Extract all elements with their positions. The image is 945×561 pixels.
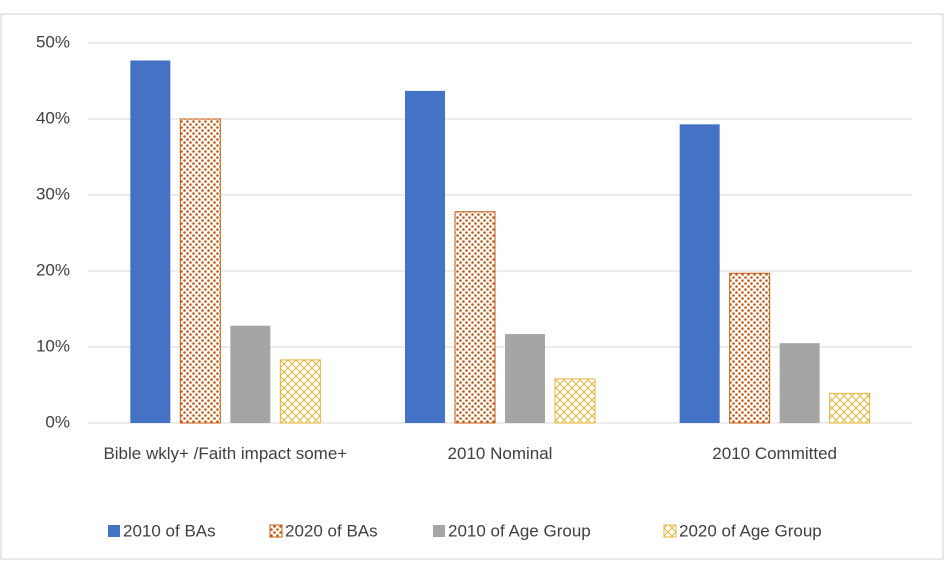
bar [779, 343, 820, 423]
bar [829, 392, 871, 424]
bar [279, 359, 321, 424]
legend-label: 2010 of Age Group [448, 521, 591, 540]
legend-swatch [269, 524, 283, 538]
x-tick-label: 2010 Committed [712, 444, 838, 463]
bar [454, 211, 496, 424]
legend-label: 2020 of BAs [285, 521, 378, 540]
legend-label: 2020 of Age Group [679, 521, 822, 540]
y-tick-label: 40% [36, 108, 70, 127]
bar [179, 118, 221, 424]
legend-swatch [433, 525, 445, 537]
y-tick-label: 10% [36, 336, 70, 355]
bar [554, 378, 596, 424]
bar [729, 272, 771, 424]
y-tick-label: 20% [36, 260, 70, 279]
chart-frame [0, 13, 944, 560]
y-tick-label: 30% [36, 184, 70, 203]
x-tick-label: 2010 Nominal [447, 444, 553, 463]
y-tick-label: 50% [36, 32, 70, 51]
bar [405, 90, 445, 423]
y-tick-label: 0% [45, 412, 70, 431]
legend-swatch [108, 525, 120, 537]
legend-label: 2010 of BAs [123, 521, 216, 540]
x-tick-label: Bible wkly+ /Faith impact some+ [103, 444, 348, 463]
bar [505, 334, 545, 423]
bar [130, 60, 171, 423]
legend-swatch [663, 524, 677, 538]
bar [230, 325, 271, 423]
bar [679, 124, 720, 423]
